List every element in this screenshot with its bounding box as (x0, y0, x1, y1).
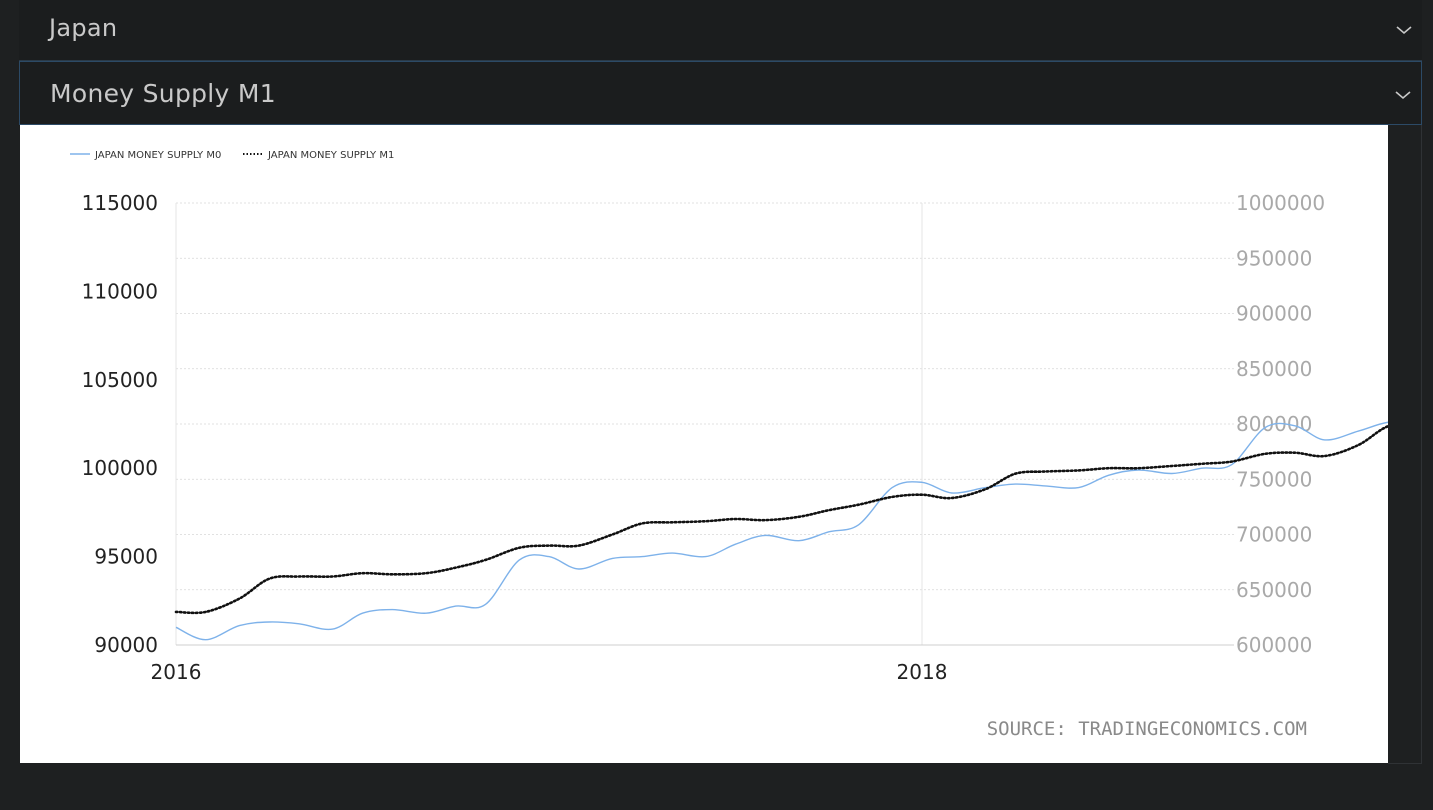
y-right-tick-label: 700000 (1236, 523, 1312, 547)
line-chart: 90000 95000 100000 105000 110000 115000 600000… (70, 150, 1388, 740)
source-label: SOURCE: TRADINGECONOMICS.COM (987, 718, 1307, 740)
y-left-tick-label: 100000 (82, 456, 158, 480)
y-left-tick-label: 95000 (94, 545, 158, 569)
y-right-tick-label: 750000 (1236, 467, 1312, 491)
y-right-tick-label: 600000 (1236, 633, 1312, 657)
y-left-tick-label: 105000 (82, 368, 158, 392)
y-right-tick-label: 950000 (1236, 246, 1312, 270)
x-tick-label: 2016 (151, 660, 202, 684)
series-line-m1 (174, 424, 1388, 615)
panel-border (1388, 125, 1422, 764)
y-left-tick-label: 90000 (94, 633, 158, 657)
y-left-tick-label: 115000 (82, 191, 158, 215)
chevron-down-icon (1396, 26, 1412, 35)
x-tick-label: 2018 (897, 660, 948, 684)
legend-label: JAPAN MONEY SUPPLY M1 (267, 150, 394, 161)
series-line-m0 (175, 421, 1388, 641)
y-left-tick-label: 110000 (82, 279, 158, 303)
y-right-tick-label: 850000 (1236, 357, 1312, 381)
chart-panel: 90000 95000 100000 105000 110000 115000 600000… (20, 125, 1388, 763)
country-select-label: Japan (49, 14, 118, 42)
indicator-select-label: Money Supply M1 (50, 79, 276, 108)
y-right-tick-label: 1000000 (1236, 191, 1325, 215)
y-right-tick-label: 650000 (1236, 578, 1312, 602)
y-right-tick-label: 900000 (1236, 302, 1312, 326)
legend-label: JAPAN MONEY SUPPLY M0 (94, 150, 221, 161)
country-select[interactable]: Japan (19, 0, 1422, 61)
chevron-down-icon (1395, 91, 1411, 100)
indicator-select[interactable]: Money Supply M1 (19, 61, 1422, 125)
